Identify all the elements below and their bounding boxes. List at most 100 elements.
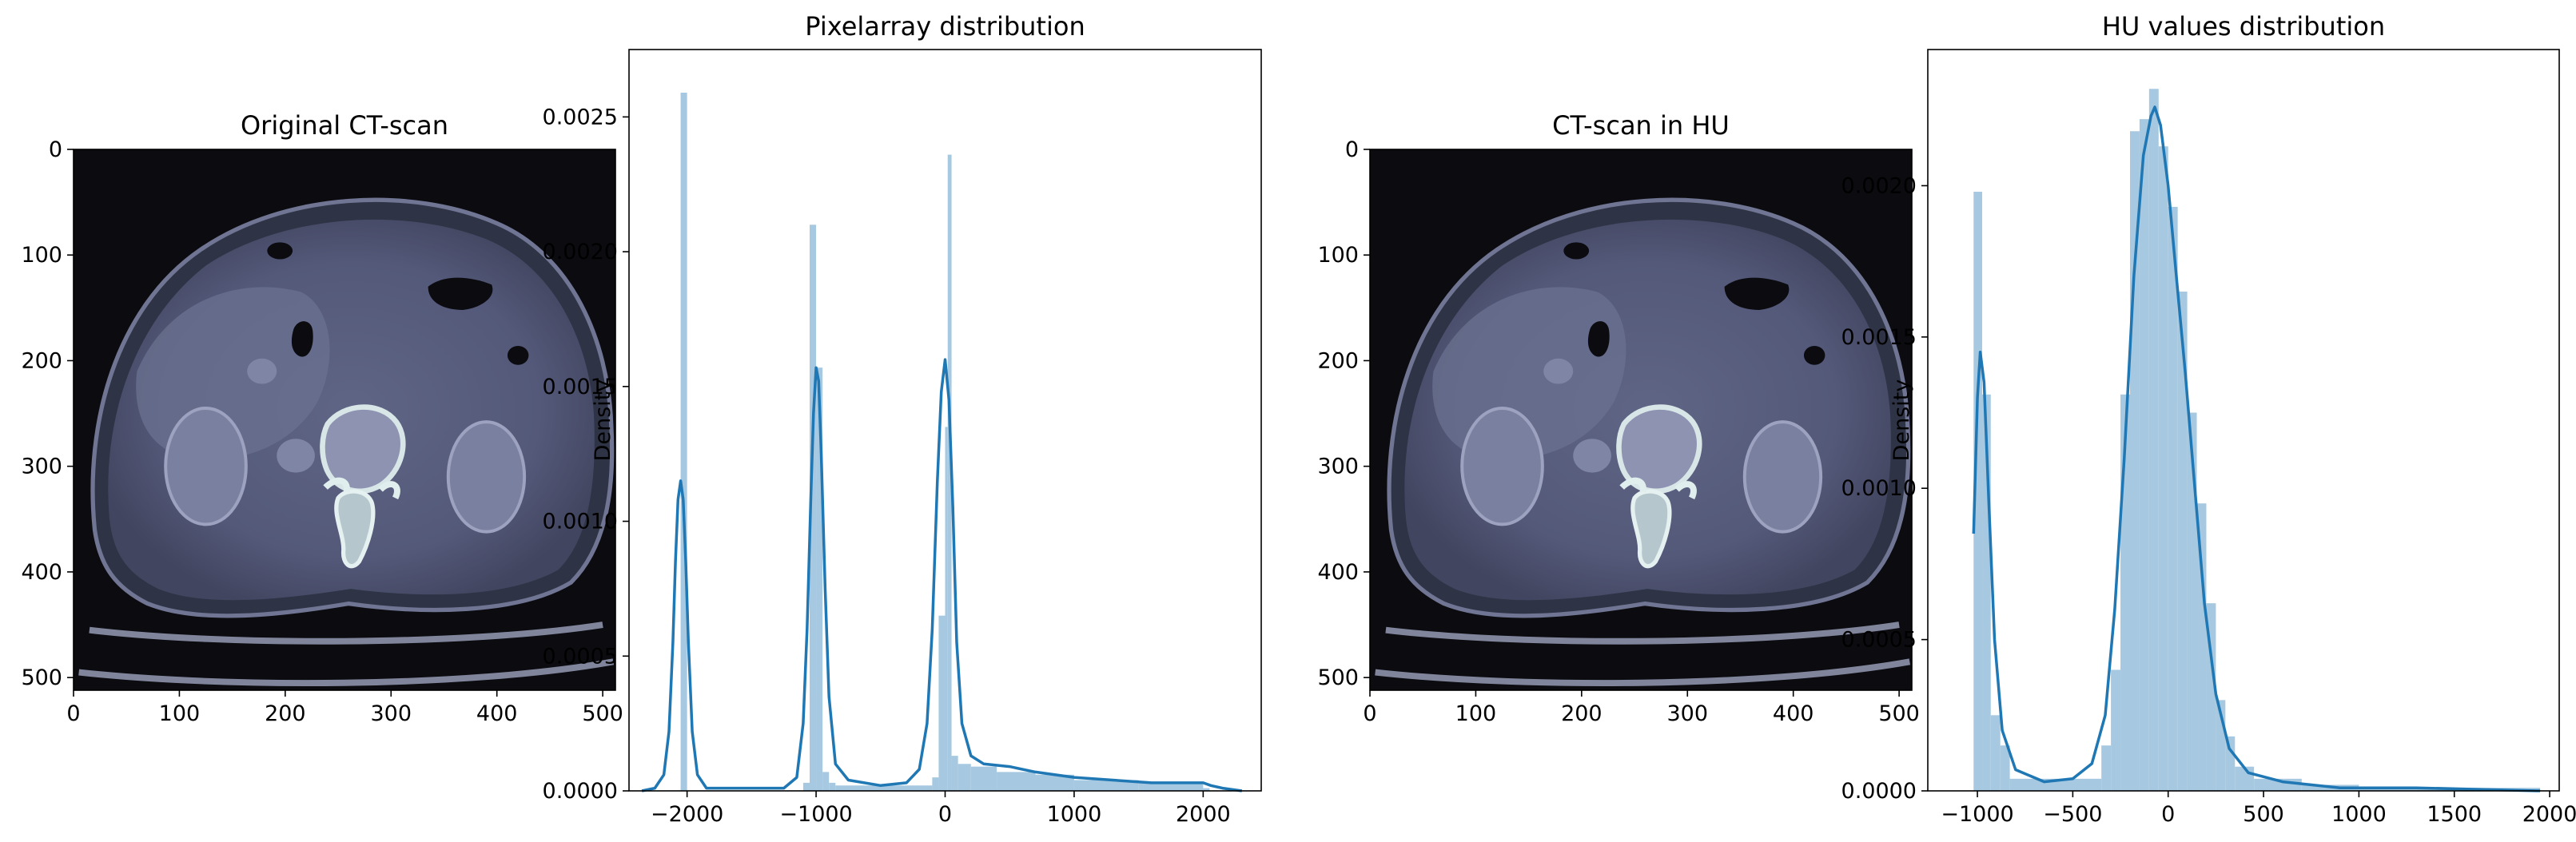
chart-title: Pixelarray distribution	[805, 11, 1085, 42]
histogram-bar	[2225, 736, 2236, 791]
x-tick-label: 0	[66, 701, 80, 726]
histogram-bar	[1973, 192, 1983, 792]
y-axis-label: Density	[591, 379, 615, 462]
ct-scan-image	[1370, 149, 1912, 690]
chart-panel-2: Pixelarray distribution −2000 −1000 0 1000 20…	[543, 11, 1262, 827]
histogram-bar	[2196, 503, 2207, 791]
histogram-bar	[932, 777, 939, 791]
chart-panel-3: CT-scan in HU0 100 200 300 400 50001002003004…	[1317, 110, 1919, 726]
y-tick-label: 0.0005	[1841, 628, 1917, 653]
y-tick-label: 0.0010	[1841, 476, 1917, 501]
y-tick-label: 0.0005	[543, 644, 618, 669]
axes-frame	[1927, 49, 2560, 792]
x-tick-label: 0	[1363, 701, 1376, 726]
y-tick-label: 500	[1317, 665, 1359, 690]
y-tick-label: 100	[21, 243, 62, 268]
histogram-bar	[1073, 780, 1139, 791]
x-tick-label: 1000	[2331, 802, 2387, 827]
y-tick-label: 0.0015	[543, 375, 618, 399]
y-tick-label: 0	[49, 137, 62, 162]
x-tick-label: 400	[476, 701, 518, 726]
x-tick-label: −1000	[1941, 802, 2013, 827]
y-tick-label: 200	[1317, 348, 1359, 373]
axes-frame	[1369, 149, 1913, 691]
y-tick-label: 0.0015	[1841, 325, 1917, 350]
y-tick-label: 0.0020	[1841, 173, 1917, 198]
y-tick-label: 400	[1317, 560, 1359, 585]
y-tick-label: 100	[1317, 243, 1359, 268]
x-tick-label: 300	[1666, 701, 1708, 726]
histogram-bar	[2235, 766, 2255, 791]
histogram-bar	[2101, 745, 2112, 791]
chart-title: CT-scan in HU	[1552, 110, 1730, 141]
histogram-bar	[2177, 292, 2188, 792]
histogram-bar	[2168, 206, 2178, 791]
y-tick-label: 400	[21, 560, 62, 585]
histogram-bar	[680, 92, 687, 791]
histogram-bar	[835, 785, 933, 791]
histogram-bar	[1982, 394, 1991, 791]
y-axis-label: Density	[1889, 379, 1914, 462]
kde-line	[1972, 105, 2541, 792]
y-tick-label: 200	[21, 348, 62, 373]
histogram-bar	[2000, 745, 2010, 791]
x-tick-label: 2000	[1176, 802, 1231, 827]
histogram-bar	[802, 782, 810, 791]
histogram-bar	[2158, 146, 2168, 792]
x-tick-label: 500	[2243, 802, 2284, 827]
chart-title: Original CT-scan	[241, 110, 448, 141]
histogram-bar	[2187, 412, 2197, 791]
x-tick-label: 1500	[2427, 802, 2482, 827]
histogram-bar	[2129, 131, 2140, 791]
x-tick-label: 100	[1455, 701, 1497, 726]
x-tick-label: −1000	[779, 802, 852, 827]
histogram-bar	[810, 224, 817, 791]
ct-scan-image	[74, 149, 615, 690]
kde-line	[641, 358, 1243, 792]
histogram-bar	[1990, 715, 2001, 791]
x-tick-label: 2000	[2522, 802, 2576, 827]
y-tick-label: 0.0020	[543, 240, 618, 264]
histogram-bar	[997, 772, 1036, 791]
histogram-bar	[2206, 603, 2216, 791]
histogram-bar	[938, 615, 946, 791]
x-tick-label: 1000	[1047, 802, 1102, 827]
chart-title: HU values distribution	[2102, 11, 2385, 42]
x-tick-label: 200	[1561, 701, 1603, 726]
histogram-bar	[951, 756, 958, 791]
x-tick-label: 100	[159, 701, 201, 726]
histogram-bar	[2139, 119, 2149, 792]
chart-panel-4: HU values distribution −1000 −500 0 500 1000 1…	[1841, 11, 2576, 827]
x-tick-label: −2000	[651, 802, 723, 827]
histogram-bar	[2120, 394, 2130, 791]
axes-frame	[73, 149, 616, 691]
histogram-bar	[2148, 89, 2159, 791]
histogram-bar	[1203, 788, 1210, 791]
y-tick-label: 300	[21, 455, 62, 479]
histogram-bar	[970, 766, 997, 791]
histogram-bar	[1035, 774, 1074, 791]
histogram-bar	[947, 154, 952, 791]
x-tick-label: 500	[1878, 701, 1920, 726]
histogram-bar	[2216, 700, 2226, 791]
y-tick-label: 0	[1345, 137, 1359, 162]
x-tick-label: −500	[2043, 802, 2102, 827]
y-tick-label: 0.0010	[543, 510, 618, 534]
y-tick-label: 300	[1317, 455, 1359, 479]
x-tick-label: 300	[370, 701, 412, 726]
histogram-bar	[816, 367, 823, 791]
histogram-bar	[2111, 669, 2121, 791]
histogram-bar	[1138, 782, 1204, 791]
histogram-bar	[945, 427, 948, 791]
x-tick-label: 200	[265, 701, 306, 726]
x-tick-label: 0	[938, 802, 952, 827]
x-tick-label: 500	[582, 701, 623, 726]
y-tick-label: 500	[21, 665, 62, 690]
x-tick-label: 0	[2161, 802, 2175, 827]
x-tick-label: 400	[1773, 701, 1814, 726]
histogram-bar	[2053, 778, 2102, 791]
histogram-bar	[958, 764, 971, 791]
y-tick-label: 0.0000	[1841, 779, 1917, 804]
